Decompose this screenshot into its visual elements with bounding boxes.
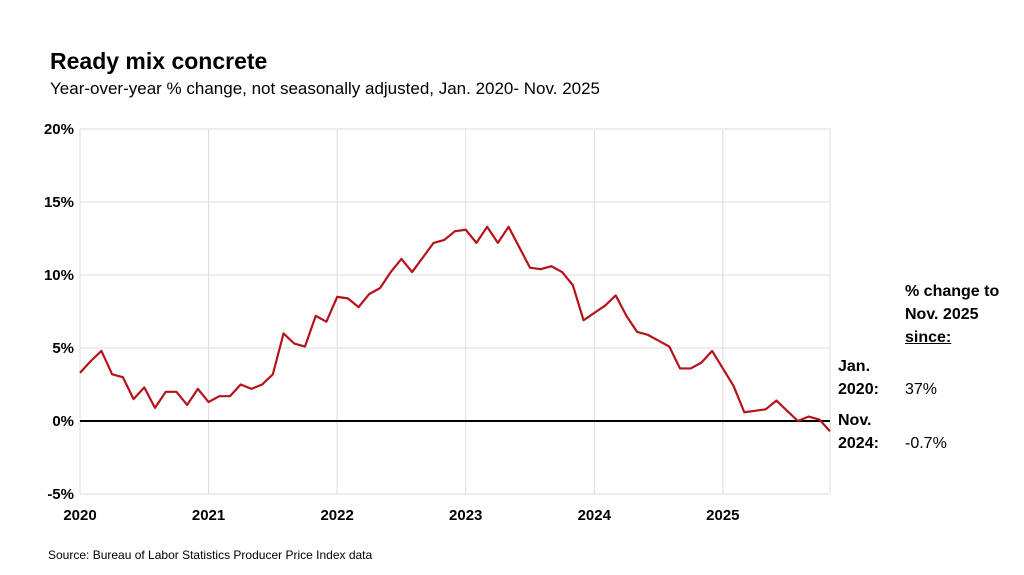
x-tick-label: 2022 — [320, 507, 353, 524]
heading-line-3: since: — [905, 329, 952, 346]
change-row-label-jan-2020: Jan. 2020: — [838, 355, 898, 401]
change-value-nov-2024: -0.7% — [905, 435, 947, 452]
change-panel-heading: % change to Nov. 2025 since: — [905, 280, 1015, 349]
y-tick-label: 0% — [52, 413, 74, 430]
change-value-jan-2020: 37% — [905, 381, 938, 398]
row-label-line-2: 2020: — [838, 381, 879, 398]
x-tick-label: 2023 — [449, 507, 482, 524]
y-tick-label: 10% — [44, 267, 74, 284]
y-axis-ticks: -5% 0% 5% 10% 15% 20% — [44, 121, 74, 503]
x-tick-label: 2025 — [706, 507, 739, 524]
y-tick-label: -5% — [47, 486, 74, 503]
x-axis-ticks: 2020 2021 2022 2023 2024 2025 — [63, 507, 739, 524]
change-row-label-nov-2024: Nov. 2024: — [838, 409, 898, 455]
chart-subtitle: Year-over-year % change, not seasonally … — [50, 79, 601, 98]
vertical-gridlines — [79, 129, 831, 494]
y-tick-label: 20% — [44, 121, 74, 138]
x-tick-label: 2020 — [63, 507, 96, 524]
row-label-line-1: Nov. — [838, 412, 872, 429]
horizontal-gridlines — [80, 128, 830, 495]
heading-line-2: Nov. 2025 — [905, 306, 979, 323]
source-note: Source: Bureau of Labor Statistics Produ… — [48, 548, 373, 562]
x-tick-label: 2021 — [192, 507, 225, 524]
row-label-line-1: Jan. — [838, 358, 871, 375]
row-label-line-2: 2024: — [838, 435, 879, 452]
y-tick-label: 15% — [44, 194, 74, 211]
series-line — [79, 225, 831, 432]
x-tick-label: 2024 — [578, 507, 612, 524]
heading-line-1: % change to — [905, 283, 1000, 300]
y-tick-label: 5% — [52, 340, 74, 357]
chart-title: Ready mix concrete — [50, 48, 268, 74]
